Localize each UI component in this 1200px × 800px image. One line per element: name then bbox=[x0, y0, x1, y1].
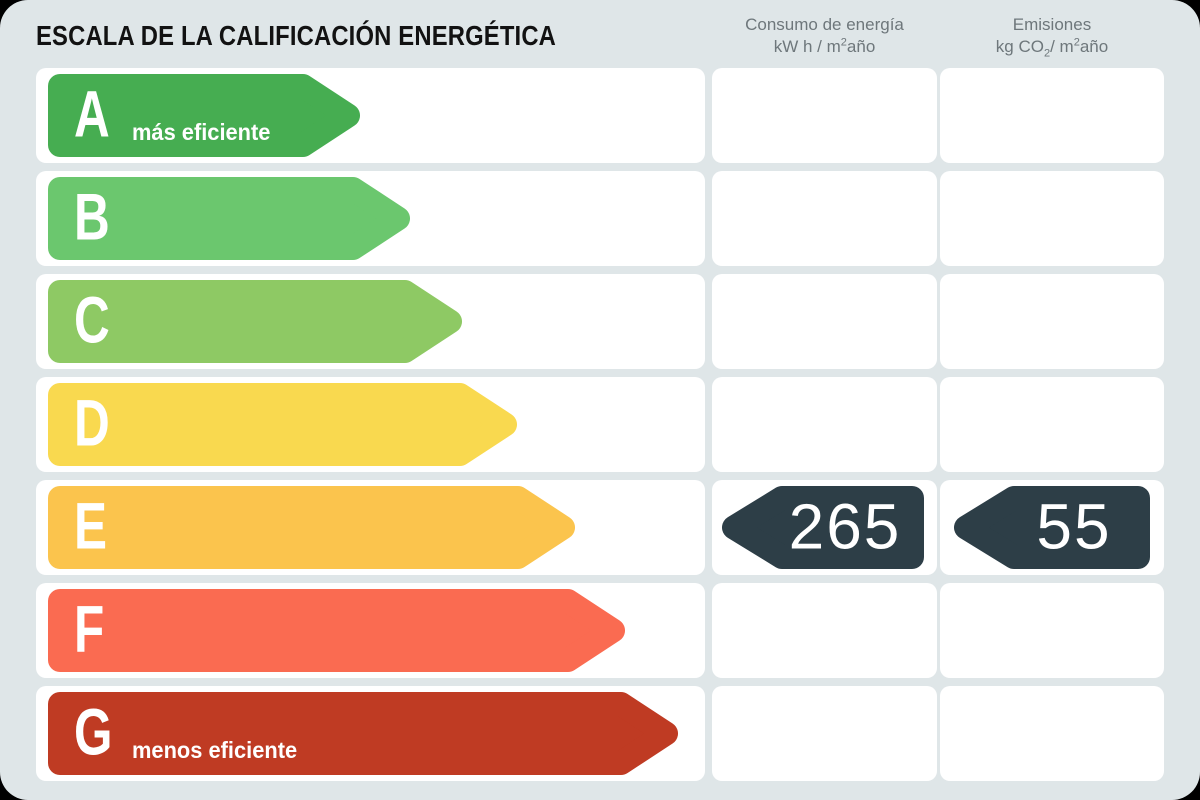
rating-arrow-shape bbox=[48, 383, 517, 466]
rating-letter: G bbox=[74, 693, 113, 768]
rating-row: C bbox=[36, 274, 1164, 369]
value-badge: 55 bbox=[954, 486, 1150, 569]
rating-arrow-shape bbox=[48, 692, 678, 775]
rating-row: G menos eficiente bbox=[36, 686, 1164, 781]
consumption-cell bbox=[712, 377, 937, 472]
consumption-cell bbox=[712, 583, 937, 678]
consumption-header-unit: kW h / m2año bbox=[773, 36, 876, 56]
consumption-header-title: Consumo de energía bbox=[745, 15, 904, 34]
badge-value: 265 bbox=[788, 490, 902, 563]
rating-scale-cell: D bbox=[36, 377, 705, 472]
rating-scale-cell: A más eficiente bbox=[36, 68, 705, 163]
consumption-cell bbox=[712, 68, 937, 163]
emissions-cell bbox=[940, 171, 1164, 266]
rating-letter: C bbox=[74, 281, 110, 356]
rating-row: B bbox=[36, 171, 1164, 266]
page-title: ESCALA DE LA CALIFICACIÓN ENERGÉTICA bbox=[36, 20, 557, 51]
rating-arrow-shape bbox=[48, 74, 360, 157]
rating-row: D bbox=[36, 377, 1164, 472]
rating-arrow-shape bbox=[48, 486, 575, 569]
rating-arrow-shape bbox=[48, 589, 625, 672]
rating-scale-cell: G menos eficiente bbox=[36, 686, 705, 781]
consumption-cell: 265 bbox=[712, 480, 937, 575]
rating-arrow-shape bbox=[48, 280, 462, 363]
emissions-cell bbox=[940, 274, 1164, 369]
rating-row: E 265 55 bbox=[36, 480, 1164, 575]
emissions-cell bbox=[940, 583, 1164, 678]
badge-arrow-shape bbox=[722, 486, 924, 569]
emissions-cell bbox=[940, 377, 1164, 472]
rating-note: menos eficiente bbox=[132, 737, 298, 763]
badge-value: 55 bbox=[1036, 490, 1112, 563]
rating-arrow-shape bbox=[48, 177, 410, 260]
rating-letter: E bbox=[74, 487, 108, 562]
rating-scale-cell: C bbox=[36, 274, 705, 369]
rating-row: F bbox=[36, 583, 1164, 678]
emissions-cell bbox=[940, 686, 1164, 781]
emissions-header-unit: kg CO2/ m2año bbox=[995, 36, 1109, 60]
emissions-column-header: Emisiones kg CO2/ m2año bbox=[940, 14, 1164, 60]
consumption-cell bbox=[712, 274, 937, 369]
consumption-cell bbox=[712, 686, 937, 781]
consumption-cell bbox=[712, 171, 937, 266]
emissions-cell: 55 bbox=[940, 480, 1164, 575]
emissions-header-title: Emisiones bbox=[1012, 15, 1092, 34]
rating-row: A más eficiente bbox=[36, 68, 1164, 163]
emissions-cell bbox=[940, 68, 1164, 163]
rating-rows: A más eficiente B C bbox=[36, 68, 1164, 789]
consumption-column-header: Consumo de energía kW h / m2año bbox=[712, 14, 937, 58]
rating-note: más eficiente bbox=[132, 119, 271, 145]
rating-letter: B bbox=[74, 178, 110, 253]
rating-scale-cell: E bbox=[36, 480, 705, 575]
rating-letter: A bbox=[74, 75, 110, 150]
rating-letter: F bbox=[74, 590, 105, 665]
rating-letter: D bbox=[74, 384, 110, 459]
rating-scale-cell: F bbox=[36, 583, 705, 678]
value-badge: 265 bbox=[722, 486, 924, 569]
badge-arrow-shape bbox=[954, 486, 1150, 569]
rating-scale-cell: B bbox=[36, 171, 705, 266]
